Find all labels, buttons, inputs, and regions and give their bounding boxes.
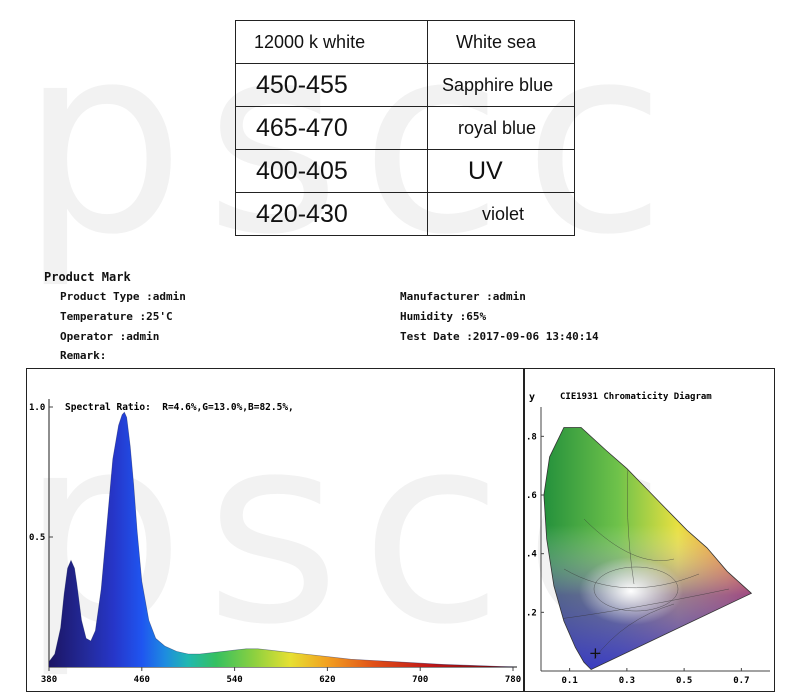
x-tick-label: 540 xyxy=(226,675,242,685)
product-heading: Product Mark xyxy=(44,270,131,284)
table-row: 465-470 royal blue xyxy=(235,106,575,150)
cie-gamut-fill xyxy=(543,427,752,670)
spectrum-chart: Spectral Ratio: R=4.6%,G=13.0%,B=82.5%, … xyxy=(29,399,521,685)
y-tick-label: 1.0 xyxy=(29,403,45,413)
color-name-cell: Sapphire blue xyxy=(427,63,575,107)
chromaticity-point xyxy=(590,648,601,659)
table-row: 400-405 UV xyxy=(235,149,575,193)
product-type: Product Type :admin xyxy=(60,290,186,303)
manufacturer: Manufacturer :admin xyxy=(400,290,526,303)
cie-x-tick-label: 0.1 xyxy=(561,676,577,686)
wavelength-cell: 450-455 xyxy=(235,63,428,107)
humidity: Humidity :65% xyxy=(400,310,487,323)
x-tick-label: 700 xyxy=(412,675,428,685)
cie-x-tick-label: 0.3 xyxy=(619,676,635,686)
color-name-cell: royal blue xyxy=(427,106,575,150)
spectrum-area xyxy=(49,412,513,667)
cie-chart: CIE1931 Chromaticity Diagram y 0.1 0.3 0.5… xyxy=(526,391,770,686)
table-header-cell: 12000 k white xyxy=(235,20,428,64)
cie-title: CIE1931 Chromaticity Diagram xyxy=(560,391,712,402)
x-tick-label: 460 xyxy=(134,675,150,685)
cie-y-tick-label: .2 xyxy=(526,608,537,618)
spectral-ratio-annotation: Spectral Ratio: R=4.6%,G=13.0%,B=82.5%, xyxy=(65,402,294,413)
color-name-cell: UV xyxy=(427,149,575,193)
cie-y-tick-label: .8 xyxy=(526,432,537,442)
table-header-cell: White sea xyxy=(427,20,575,64)
wavelength-table: 12000 k white White sea 450-455 Sapphire… xyxy=(235,20,575,236)
operator: Operator :admin xyxy=(60,330,160,343)
cie-spectral-locus xyxy=(543,427,753,670)
wavelength-cell: 420-430 xyxy=(235,192,428,236)
spectrum-line xyxy=(48,411,514,668)
test-date: Test Date :2017-09-06 13:40:14 xyxy=(400,330,599,343)
cie-panel: CIE1931 Chromaticity Diagram y 0.1 0.3 0.5… xyxy=(523,368,775,692)
cie-x-tick-label: 0.5 xyxy=(676,676,692,686)
color-name-cell: violet xyxy=(427,192,575,236)
cie-y-tick-label: .4 xyxy=(526,550,537,560)
cie-y-tick-label: .6 xyxy=(526,491,537,501)
temperature: Temperature :25'C xyxy=(60,310,173,323)
table-row: 450-455 Sapphire blue xyxy=(235,63,575,107)
table-row: 420-430 violet xyxy=(235,192,575,236)
cie-y-axis-label: y xyxy=(529,392,535,403)
spectrum-panel: Spectral Ratio: R=4.6%,G=13.0%,B=82.5%, … xyxy=(26,368,525,692)
table-header-row: 12000 k white White sea xyxy=(235,20,575,64)
wavelength-cell: 400-405 xyxy=(235,149,428,193)
x-tick-label: 780 xyxy=(505,675,521,685)
x-tick-label: 620 xyxy=(319,675,335,685)
y-tick-label: 0.5 xyxy=(29,533,45,543)
remark: Remark: xyxy=(60,349,107,362)
cie-x-tick-label: 0.7 xyxy=(733,676,749,686)
x-tick-label: 380 xyxy=(41,675,57,685)
wavelength-cell: 465-470 xyxy=(235,106,428,150)
